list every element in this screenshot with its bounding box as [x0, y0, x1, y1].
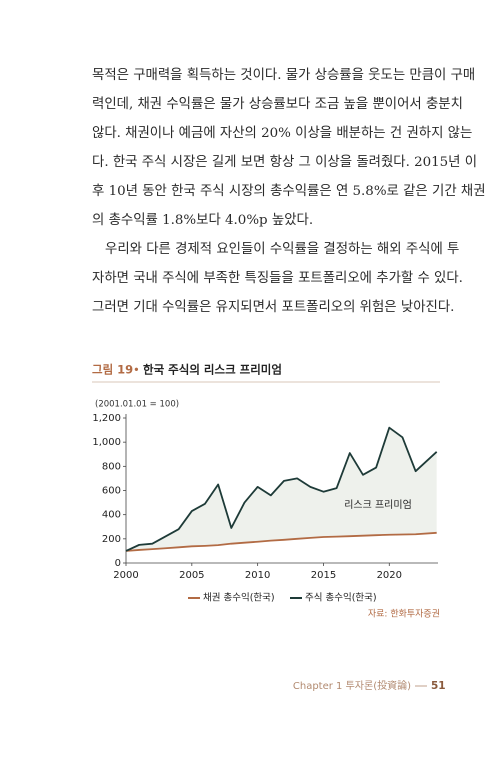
x-tick-label: 2000: [113, 570, 138, 581]
text-line: 력인데, 채권 수익률은 물가 상승률보다 조금 높을 뿐이어서 충분치: [92, 97, 463, 112]
text-line: 않다. 채권이나 예금에 자산의 20% 이상을 배분하는 건 권하지 않는: [92, 126, 473, 141]
x-tick-label: 2020: [377, 570, 402, 581]
text-line: 의 총수익률 1.8%보다 4.0%p 높았다.: [92, 213, 314, 228]
legend-label: 채권 총수익(한국): [203, 592, 275, 604]
legend-label: 주식 총수익(한국): [305, 592, 377, 604]
text-line: 다. 한국 주식 시장은 길게 보면 항상 그 이상을 돌려줬다. 2015년 …: [92, 155, 478, 170]
footer-chapter: Chapter 1 투자론(投資論): [293, 679, 411, 692]
text-line: 그러면 기대 수익률은 유지되면서 포트폴리오의 위험은 낮아진다.: [92, 300, 455, 315]
text-line: 우리와 다른 경제적 요인들이 수익률을 결정하는 해외 주식에 투: [105, 242, 460, 257]
y-tick-label: 800: [102, 461, 121, 472]
page-number: 51: [431, 680, 446, 692]
x-tick-label: 2010: [245, 570, 270, 581]
series-line: [125, 426, 438, 552]
text-line: 목적은 구매력을 획득하는 것이다. 물가 상승률을 웃도는 만큼이 구매: [92, 68, 476, 83]
y-tick-label: 1,000: [92, 437, 121, 448]
y-tick-label: 0: [115, 558, 121, 569]
y-tick-label: 1,200: [92, 413, 121, 424]
chart-subtitle: (2001.01.01 = 100): [95, 400, 179, 410]
x-tick-label: 2005: [179, 570, 204, 581]
figure-label: 그림 19: [92, 363, 133, 377]
annotation: 리스크 프리미엄: [344, 499, 412, 511]
figure-bullet: •: [133, 363, 140, 377]
y-tick-label: 600: [102, 486, 121, 497]
x-tick-label: 2015: [311, 570, 336, 581]
text-line: 자하면 국내 주식에 부족한 특징들을 포트폴리오에 추가할 수 있다.: [92, 271, 463, 286]
y-tick-label: 400: [102, 510, 121, 521]
y-tick-label: 200: [102, 534, 121, 545]
risk-premium-area: [126, 427, 437, 551]
source: 자료: 한화투자증권: [368, 608, 440, 620]
figure-title: 한국 주식의 리스크 프리미엄: [143, 363, 282, 377]
text-line: 후 10년 동안 한국 주식 시장의 총수익률은 연 5.8%로 같은 기간 채…: [92, 184, 486, 199]
series-line: [125, 531, 437, 552]
